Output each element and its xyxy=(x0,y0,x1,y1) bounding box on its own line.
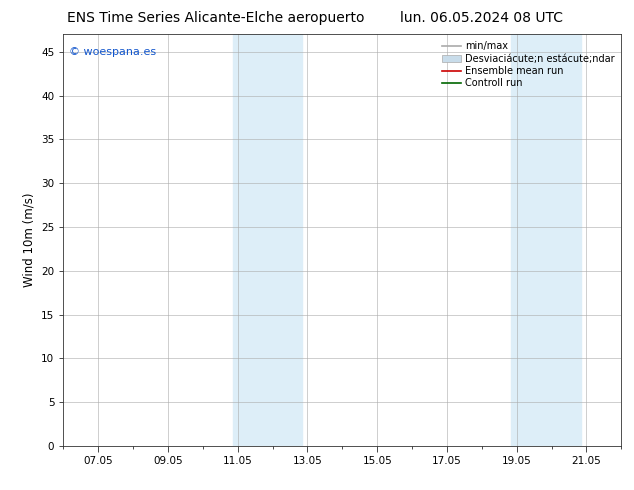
Y-axis label: Wind 10m (m/s): Wind 10m (m/s) xyxy=(23,193,36,287)
Text: © woespana.es: © woespana.es xyxy=(69,47,156,57)
Legend: min/max, Desviaciácute;n estácute;ndar, Ensemble mean run, Controll run: min/max, Desviaciácute;n estácute;ndar, … xyxy=(439,39,616,90)
Bar xyxy=(512,34,581,446)
Bar xyxy=(233,34,302,446)
Text: lun. 06.05.2024 08 UTC: lun. 06.05.2024 08 UTC xyxy=(400,11,564,25)
Text: ENS Time Series Alicante-Elche aeropuerto: ENS Time Series Alicante-Elche aeropuert… xyxy=(67,11,365,25)
